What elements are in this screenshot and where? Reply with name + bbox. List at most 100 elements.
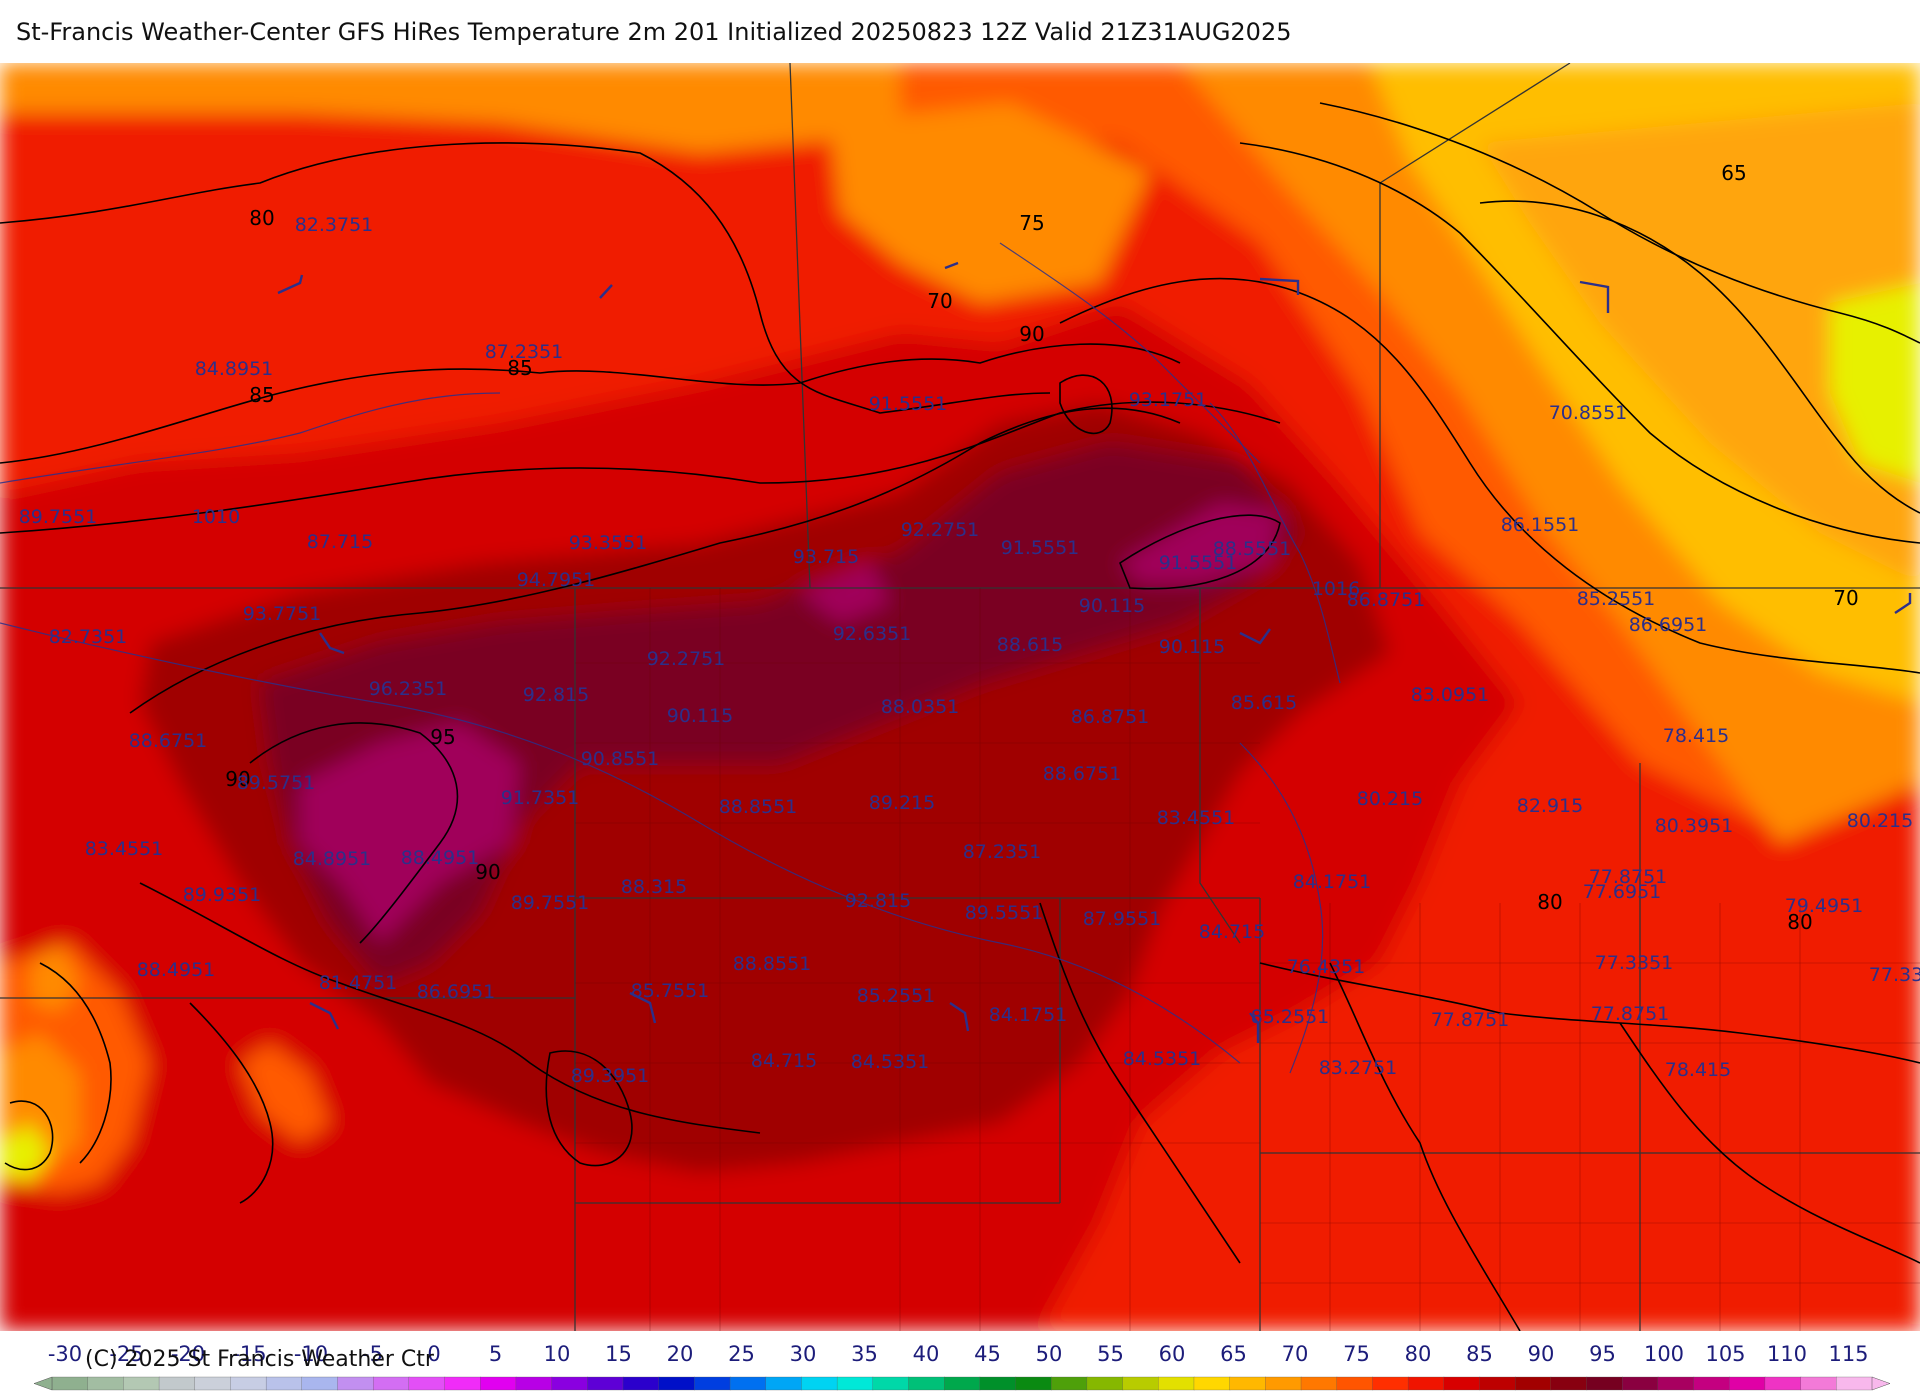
colorbar-tick-label: 85 [1466, 1342, 1493, 1366]
colorbar-swatches [33, 1376, 1891, 1391]
colorbar-swatch [1550, 1376, 1588, 1391]
point-value-label: 85.7551 [631, 980, 710, 1002]
point-value-label: 92.6351 [833, 623, 912, 645]
point-value-label: 76.4351 [1287, 956, 1366, 978]
colorbar-swatch [694, 1376, 731, 1391]
colorbar-tick-label: 60 [1159, 1342, 1186, 1366]
point-value-label: 88.6751 [1043, 763, 1122, 785]
point-value-label: 88.615 [997, 634, 1063, 656]
point-value-label: 84.5351 [1123, 1048, 1202, 1070]
colorbar-swatch [1265, 1376, 1302, 1391]
point-value-label: 91.7351 [501, 787, 580, 809]
point-value-label: 77.8751 [1431, 1009, 1510, 1031]
point-value-label: 88.5551 [1213, 538, 1292, 560]
contour-label: 90 [225, 767, 250, 791]
colorbar-swatch [1836, 1376, 1873, 1391]
colorbar-swatch [765, 1376, 803, 1391]
point-value-label: 89.7551 [511, 892, 590, 914]
colorbar-swatch [515, 1376, 553, 1391]
isotherm-contours [0, 102, 1920, 1331]
contour-label: 85 [249, 383, 274, 407]
point-value-label: 86.6951 [1629, 614, 1708, 636]
colorbar-tick-label: 0 [427, 1342, 440, 1366]
point-value-label: 96.2351 [369, 678, 448, 700]
point-value-label: 82.3751 [295, 214, 374, 236]
colorbar-swatch [1800, 1376, 1837, 1391]
point-value-label: 91.5551 [1001, 537, 1080, 559]
colorbar-right-arrow [1871, 1376, 1891, 1391]
contour-label: 90 [475, 860, 500, 884]
point-value-label: 84.8951 [293, 848, 372, 870]
point-value-label: 78.415 [1665, 1059, 1731, 1081]
contour-label: 70 [927, 289, 952, 313]
contour-label: 75 [1019, 211, 1044, 235]
colorbar-swatch [587, 1376, 624, 1391]
colorbar-tick-label: 75 [1343, 1342, 1370, 1366]
colorbar-swatch [301, 1376, 339, 1391]
point-labels: 82.3751 84.8951 87.2351 91.5551 93.1751 70.85… [19, 214, 1920, 1087]
colorbar-swatch [1407, 1376, 1445, 1391]
point-value-label: 88.0351 [881, 696, 960, 718]
colorbar-swatch [1622, 1376, 1659, 1391]
colorbar-tick-label: 90 [1528, 1342, 1555, 1366]
point-value-label: 91.5551 [1159, 552, 1238, 574]
colorbar-swatch [836, 1376, 874, 1391]
point-value-label: 89.9351 [183, 884, 262, 906]
copyright-text: (C) 2025 St Francis Weather Ctr [85, 1347, 434, 1372]
point-value-label: 89.215 [869, 792, 935, 814]
point-value-label: 77.33 [1869, 964, 1920, 986]
colorbar-tick-label: 5 [489, 1342, 502, 1366]
point-value-label: 92.815 [523, 684, 589, 706]
point-value-label: 89.5551 [965, 902, 1044, 924]
contour-label: 80 [1537, 890, 1562, 914]
colorbar-swatch [944, 1376, 981, 1391]
colorbar-swatch [1086, 1376, 1124, 1391]
colorbar-swatch [408, 1376, 446, 1391]
point-value-label: 84.715 [751, 1050, 817, 1072]
point-value-label: 88.315 [621, 876, 687, 898]
colorbar-tick-label: 25 [728, 1342, 755, 1366]
point-value-label: 89.5751 [237, 772, 316, 794]
colorbar-tick-label: 20 [667, 1342, 694, 1366]
point-value-label: 92.815 [845, 890, 911, 912]
county-grid [575, 588, 1920, 1331]
point-value-label: 82.7351 [49, 626, 128, 648]
colorbar-swatch [1693, 1376, 1730, 1391]
point-value-label: 93.7751 [243, 603, 322, 625]
point-value-label: 88.8551 [733, 953, 812, 975]
colorbar-swatch [1229, 1376, 1266, 1391]
point-value-label: 77.3351 [1595, 952, 1674, 974]
colorbar-swatch [1015, 1376, 1052, 1391]
temperature-map: 80 85 85 75 70 90 65 70 95 90 90 80 80 82.3751 84.895… [0, 63, 1920, 1331]
point-value-label: 90.8551 [581, 748, 660, 770]
point-value-label: 84.1751 [989, 1004, 1068, 1026]
point-value-label: 81.4751 [319, 972, 398, 994]
colorbar-swatch [1764, 1376, 1802, 1391]
colorbar-tick-label: -30 [48, 1342, 82, 1366]
point-value-label: 89.3951 [571, 1065, 650, 1087]
contour-label: 95 [430, 725, 455, 749]
colorbar-swatch [551, 1376, 588, 1391]
point-value-label: 83.4551 [1157, 807, 1236, 829]
point-value-label: 88.8551 [719, 796, 798, 818]
contour-label: 80 [249, 206, 274, 230]
colorbar-swatch [979, 1376, 1017, 1391]
colorbar-tick-label: 15 [605, 1342, 632, 1366]
colorbar-swatch [872, 1376, 910, 1391]
contour-labels: 80 85 85 75 70 90 65 70 95 90 90 80 80 [225, 161, 1858, 934]
state-borders [0, 63, 1920, 1331]
wind-barbs [277, 261, 1912, 1043]
point-value-label: 87.9551 [1083, 908, 1162, 930]
colorbar-tick-label: -15 [232, 1342, 266, 1366]
contour-label: 65 [1721, 161, 1746, 185]
point-value-label: 91.5551 [869, 393, 948, 415]
colorbar-swatch [908, 1376, 945, 1391]
colorbar-swatch [1514, 1376, 1552, 1391]
colorbar-swatch [1051, 1376, 1088, 1391]
contour-label: 90 [1019, 322, 1044, 346]
colorbar: -30 -25 -20 -15 -10 -5 0 5 10 15 20 25 30 35 40 45 50 55 6… [33, 1342, 1891, 1391]
contour-label: 85 [507, 356, 532, 380]
point-value-label: 83.4551 [85, 838, 164, 860]
colorbar-swatch [158, 1376, 196, 1391]
point-value-label: 84.8951 [195, 358, 274, 380]
